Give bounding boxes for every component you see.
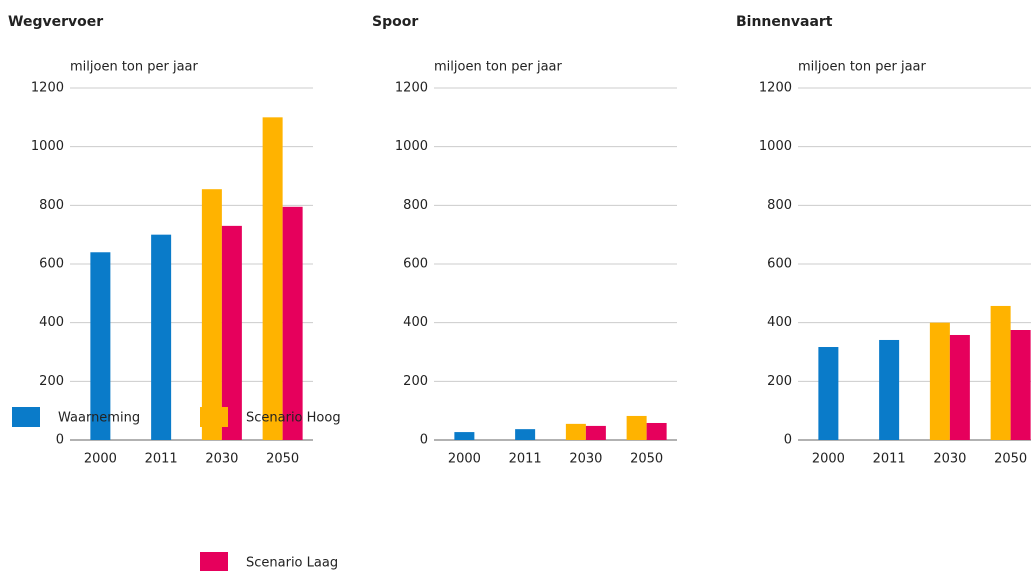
y-tick-label: 0 — [56, 433, 64, 448]
bar — [949, 334, 970, 440]
chart-title: Binnenvaart — [736, 14, 833, 30]
x-tick-label: 2000 — [812, 452, 845, 467]
legend-label: Scenario Hoog — [246, 411, 341, 426]
y-tick-label: 600 — [767, 257, 792, 272]
y-tick-label: 0 — [784, 433, 792, 448]
y-tick-label: 600 — [39, 257, 64, 272]
legend-label: Waarneming — [58, 411, 140, 426]
y-tick-label: 1000 — [395, 139, 428, 154]
x-tick-label: 2050 — [266, 452, 299, 467]
bar — [626, 415, 647, 440]
y-tick-label: 400 — [403, 315, 428, 330]
y-tick-label: 1000 — [759, 139, 792, 154]
bar — [929, 322, 950, 440]
x-tick-label: 2030 — [933, 452, 966, 467]
x-tick-label: 2030 — [569, 452, 602, 467]
bar — [282, 206, 303, 440]
y-tick-label: 1200 — [395, 81, 428, 96]
bar — [515, 429, 536, 440]
y-tick-label: 800 — [403, 198, 428, 213]
bar — [990, 305, 1011, 440]
legend-label: Scenario Laag — [246, 556, 338, 571]
chart-title: Spoor — [372, 14, 418, 30]
bar — [221, 225, 242, 440]
y-tick-label: 1200 — [759, 81, 792, 96]
x-tick-label: 2011 — [145, 452, 178, 467]
y-tick-label: 800 — [39, 198, 64, 213]
y-tick-label: 1000 — [31, 139, 64, 154]
bar — [585, 425, 606, 440]
y-tick-label: 200 — [767, 374, 792, 389]
x-tick-label: 2011 — [873, 452, 906, 467]
x-tick-label: 2000 — [84, 452, 117, 467]
bar — [646, 422, 667, 440]
y-tick-label: 400 — [39, 315, 64, 330]
legend-swatch — [12, 407, 40, 427]
bar — [201, 189, 222, 440]
axis-label: miljoen ton per jaar — [798, 60, 927, 75]
x-tick-label: 2050 — [994, 452, 1027, 467]
y-tick-label: 400 — [767, 315, 792, 330]
bar — [151, 234, 172, 440]
axis-label: miljoen ton per jaar — [434, 60, 563, 75]
y-tick-label: 1200 — [31, 81, 64, 96]
x-tick-label: 2011 — [509, 452, 542, 467]
bar — [454, 432, 475, 440]
chart-title: Wegvervoer — [8, 14, 103, 30]
bar — [879, 339, 900, 440]
y-tick-label: 200 — [39, 374, 64, 389]
legend-swatch — [200, 407, 228, 427]
bar — [565, 423, 586, 440]
y-tick-label: 600 — [403, 257, 428, 272]
bar — [90, 252, 111, 440]
bar — [1010, 330, 1031, 440]
x-tick-label: 2000 — [448, 452, 481, 467]
y-tick-label: 0 — [420, 433, 428, 448]
x-tick-label: 2030 — [205, 452, 238, 467]
bar — [818, 347, 839, 440]
y-tick-label: 200 — [403, 374, 428, 389]
x-tick-label: 2050 — [630, 452, 663, 467]
axis-label: miljoen ton per jaar — [70, 60, 199, 75]
y-tick-label: 800 — [767, 198, 792, 213]
bar — [262, 117, 283, 440]
legend-swatch — [200, 552, 228, 571]
